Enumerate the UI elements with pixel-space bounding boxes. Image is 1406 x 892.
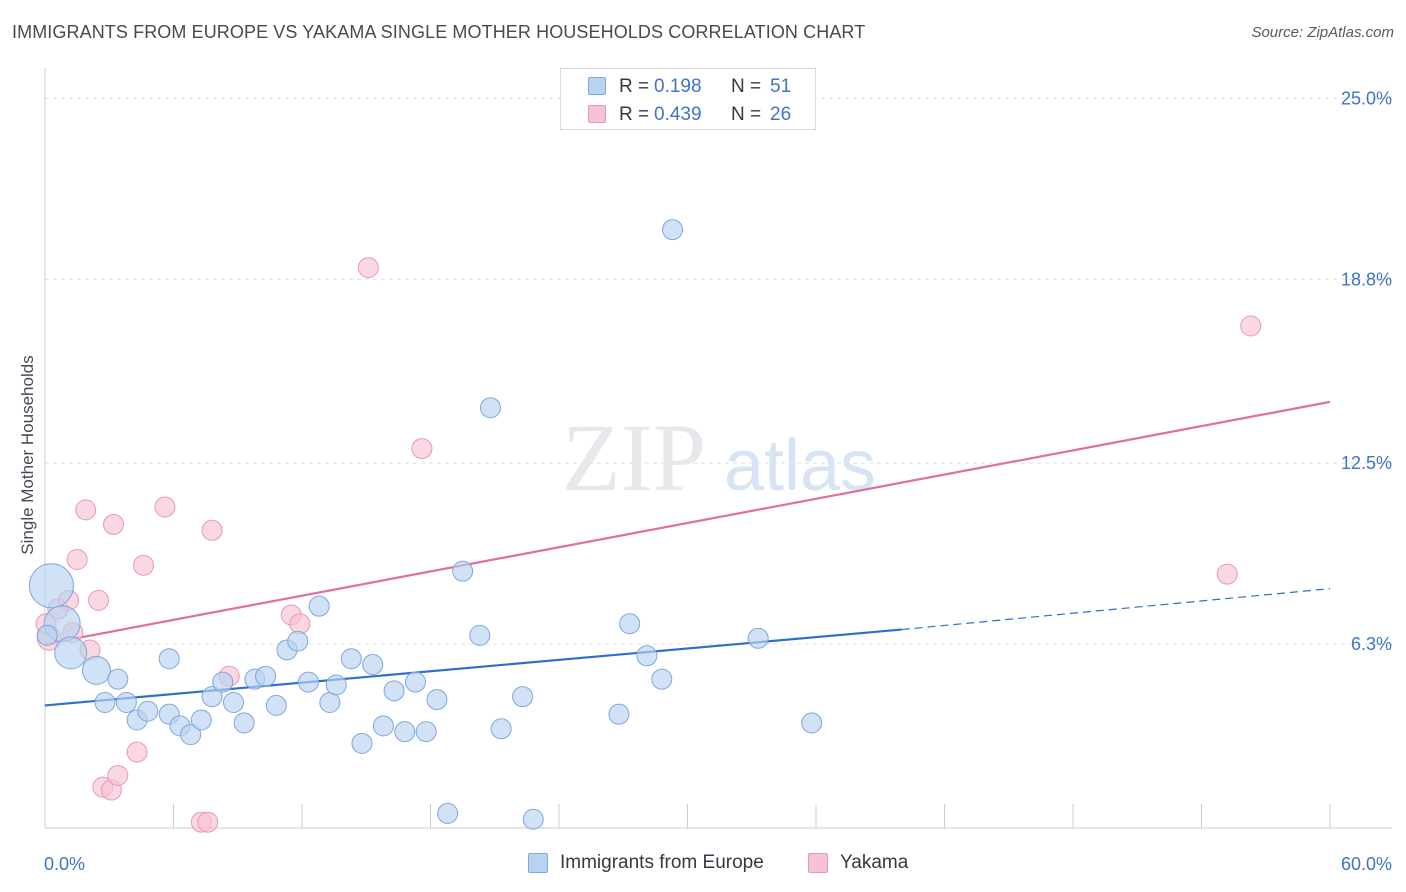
point-yakama bbox=[1216, 563, 1238, 585]
n-value: 51 bbox=[770, 76, 792, 97]
legend-swatch-europe bbox=[528, 853, 548, 873]
x-tick-label-min: 0.0% bbox=[44, 854, 85, 874]
point-europe bbox=[383, 680, 405, 702]
point-europe bbox=[512, 686, 534, 708]
point-europe bbox=[115, 692, 137, 713]
point-europe bbox=[190, 709, 212, 731]
point-europe bbox=[94, 692, 116, 713]
point-europe bbox=[651, 668, 673, 690]
point-europe bbox=[36, 624, 58, 646]
point-europe bbox=[325, 674, 347, 696]
legend-swatch-yakama bbox=[588, 105, 606, 123]
point-europe bbox=[636, 645, 658, 667]
point-yakama bbox=[103, 513, 125, 535]
point-yakama bbox=[107, 764, 129, 786]
point-europe bbox=[394, 721, 416, 743]
point-europe bbox=[340, 648, 362, 670]
r-value: 0.439 bbox=[654, 104, 702, 125]
point-europe bbox=[255, 665, 277, 687]
point-europe bbox=[212, 671, 234, 693]
point-yakama bbox=[154, 496, 176, 518]
point-europe bbox=[158, 648, 180, 670]
watermark-atlas: atlas bbox=[724, 426, 876, 506]
legend-label-europe: Immigrants from Europe bbox=[560, 852, 764, 873]
point-europe bbox=[107, 668, 129, 690]
point-europe bbox=[137, 700, 159, 722]
legend-item-europe: Immigrants from Europe bbox=[528, 852, 764, 874]
point-yakama bbox=[88, 589, 110, 611]
point-yakama bbox=[357, 257, 379, 279]
point-europe bbox=[490, 718, 512, 740]
legend-label-yakama: Yakama bbox=[840, 852, 909, 873]
axes bbox=[44, 68, 1392, 829]
r-label: R = bbox=[619, 76, 650, 97]
point-yakama bbox=[75, 499, 97, 521]
n-value: 26 bbox=[770, 104, 792, 125]
point-europe bbox=[28, 563, 74, 609]
legend-swatch-europe bbox=[588, 77, 606, 95]
r-value: 0.198 bbox=[654, 76, 702, 97]
point-europe bbox=[180, 724, 202, 746]
x-tick-label-max: 60.0% bbox=[1341, 854, 1392, 874]
point-europe bbox=[54, 636, 88, 670]
watermark: ZIP atlas bbox=[562, 404, 876, 511]
point-europe bbox=[415, 721, 437, 743]
point-europe bbox=[233, 712, 255, 734]
point-europe bbox=[469, 624, 491, 646]
point-europe bbox=[319, 692, 341, 713]
stats-legend: R = 0.198 N = 51 R = 0.439 N = 26 bbox=[560, 68, 816, 130]
point-europe bbox=[452, 560, 474, 582]
trend-line-yakama bbox=[44, 400, 1331, 646]
point-europe bbox=[662, 219, 684, 241]
point-europe bbox=[351, 732, 373, 754]
n-label: N = bbox=[731, 104, 762, 125]
point-yakama bbox=[411, 438, 433, 460]
legend-swatch-yakama bbox=[808, 853, 828, 873]
point-europe bbox=[479, 397, 501, 419]
y-tick-label: 12.5% bbox=[1341, 453, 1392, 473]
point-europe bbox=[362, 654, 384, 676]
watermark-zip: ZIP bbox=[562, 404, 706, 511]
point-europe bbox=[81, 655, 111, 685]
y-tick-labels: 6.3% 12.5% 18.8% 25.0% bbox=[1341, 88, 1392, 654]
point-yakama bbox=[66, 548, 88, 570]
point-yakama bbox=[197, 811, 219, 833]
legend-item-yakama: Yakama bbox=[808, 852, 908, 874]
point-yakama bbox=[133, 554, 155, 576]
series-legend: Immigrants from Europe Yakama bbox=[0, 850, 1406, 878]
point-europe bbox=[437, 802, 459, 824]
y-tick-label: 25.0% bbox=[1341, 88, 1392, 108]
point-europe bbox=[405, 671, 427, 693]
point-yakama bbox=[126, 741, 148, 763]
point-europe bbox=[222, 692, 244, 713]
point-europe bbox=[308, 595, 330, 617]
point-yakama bbox=[201, 519, 223, 541]
point-europe bbox=[608, 703, 630, 725]
point-europe bbox=[297, 671, 319, 693]
point-europe bbox=[801, 712, 823, 734]
point-europe bbox=[265, 694, 287, 716]
grid-lines bbox=[45, 97, 1392, 645]
point-europe bbox=[619, 613, 641, 635]
n-label: N = bbox=[731, 76, 762, 97]
point-europe bbox=[522, 808, 544, 830]
chart-title: IMMIGRANTS FROM EUROPE VS YAKAMA SINGLE … bbox=[12, 22, 866, 42]
point-europe bbox=[201, 686, 223, 708]
data-points bbox=[28, 219, 1262, 833]
x-tick-labels: 0.0% 60.0% bbox=[44, 854, 1392, 874]
source-label: Source: ZipAtlas.com bbox=[1251, 24, 1394, 41]
point-europe bbox=[426, 689, 448, 711]
trend-line-europe-extension bbox=[901, 588, 1331, 631]
point-europe bbox=[372, 715, 394, 737]
y-tick-label: 18.8% bbox=[1341, 269, 1392, 289]
point-europe bbox=[287, 630, 309, 652]
point-yakama bbox=[289, 613, 311, 635]
r-label: R = bbox=[619, 104, 650, 125]
point-europe bbox=[747, 627, 769, 649]
y-tick-label: 6.3% bbox=[1351, 634, 1392, 654]
point-yakama bbox=[1240, 315, 1262, 337]
